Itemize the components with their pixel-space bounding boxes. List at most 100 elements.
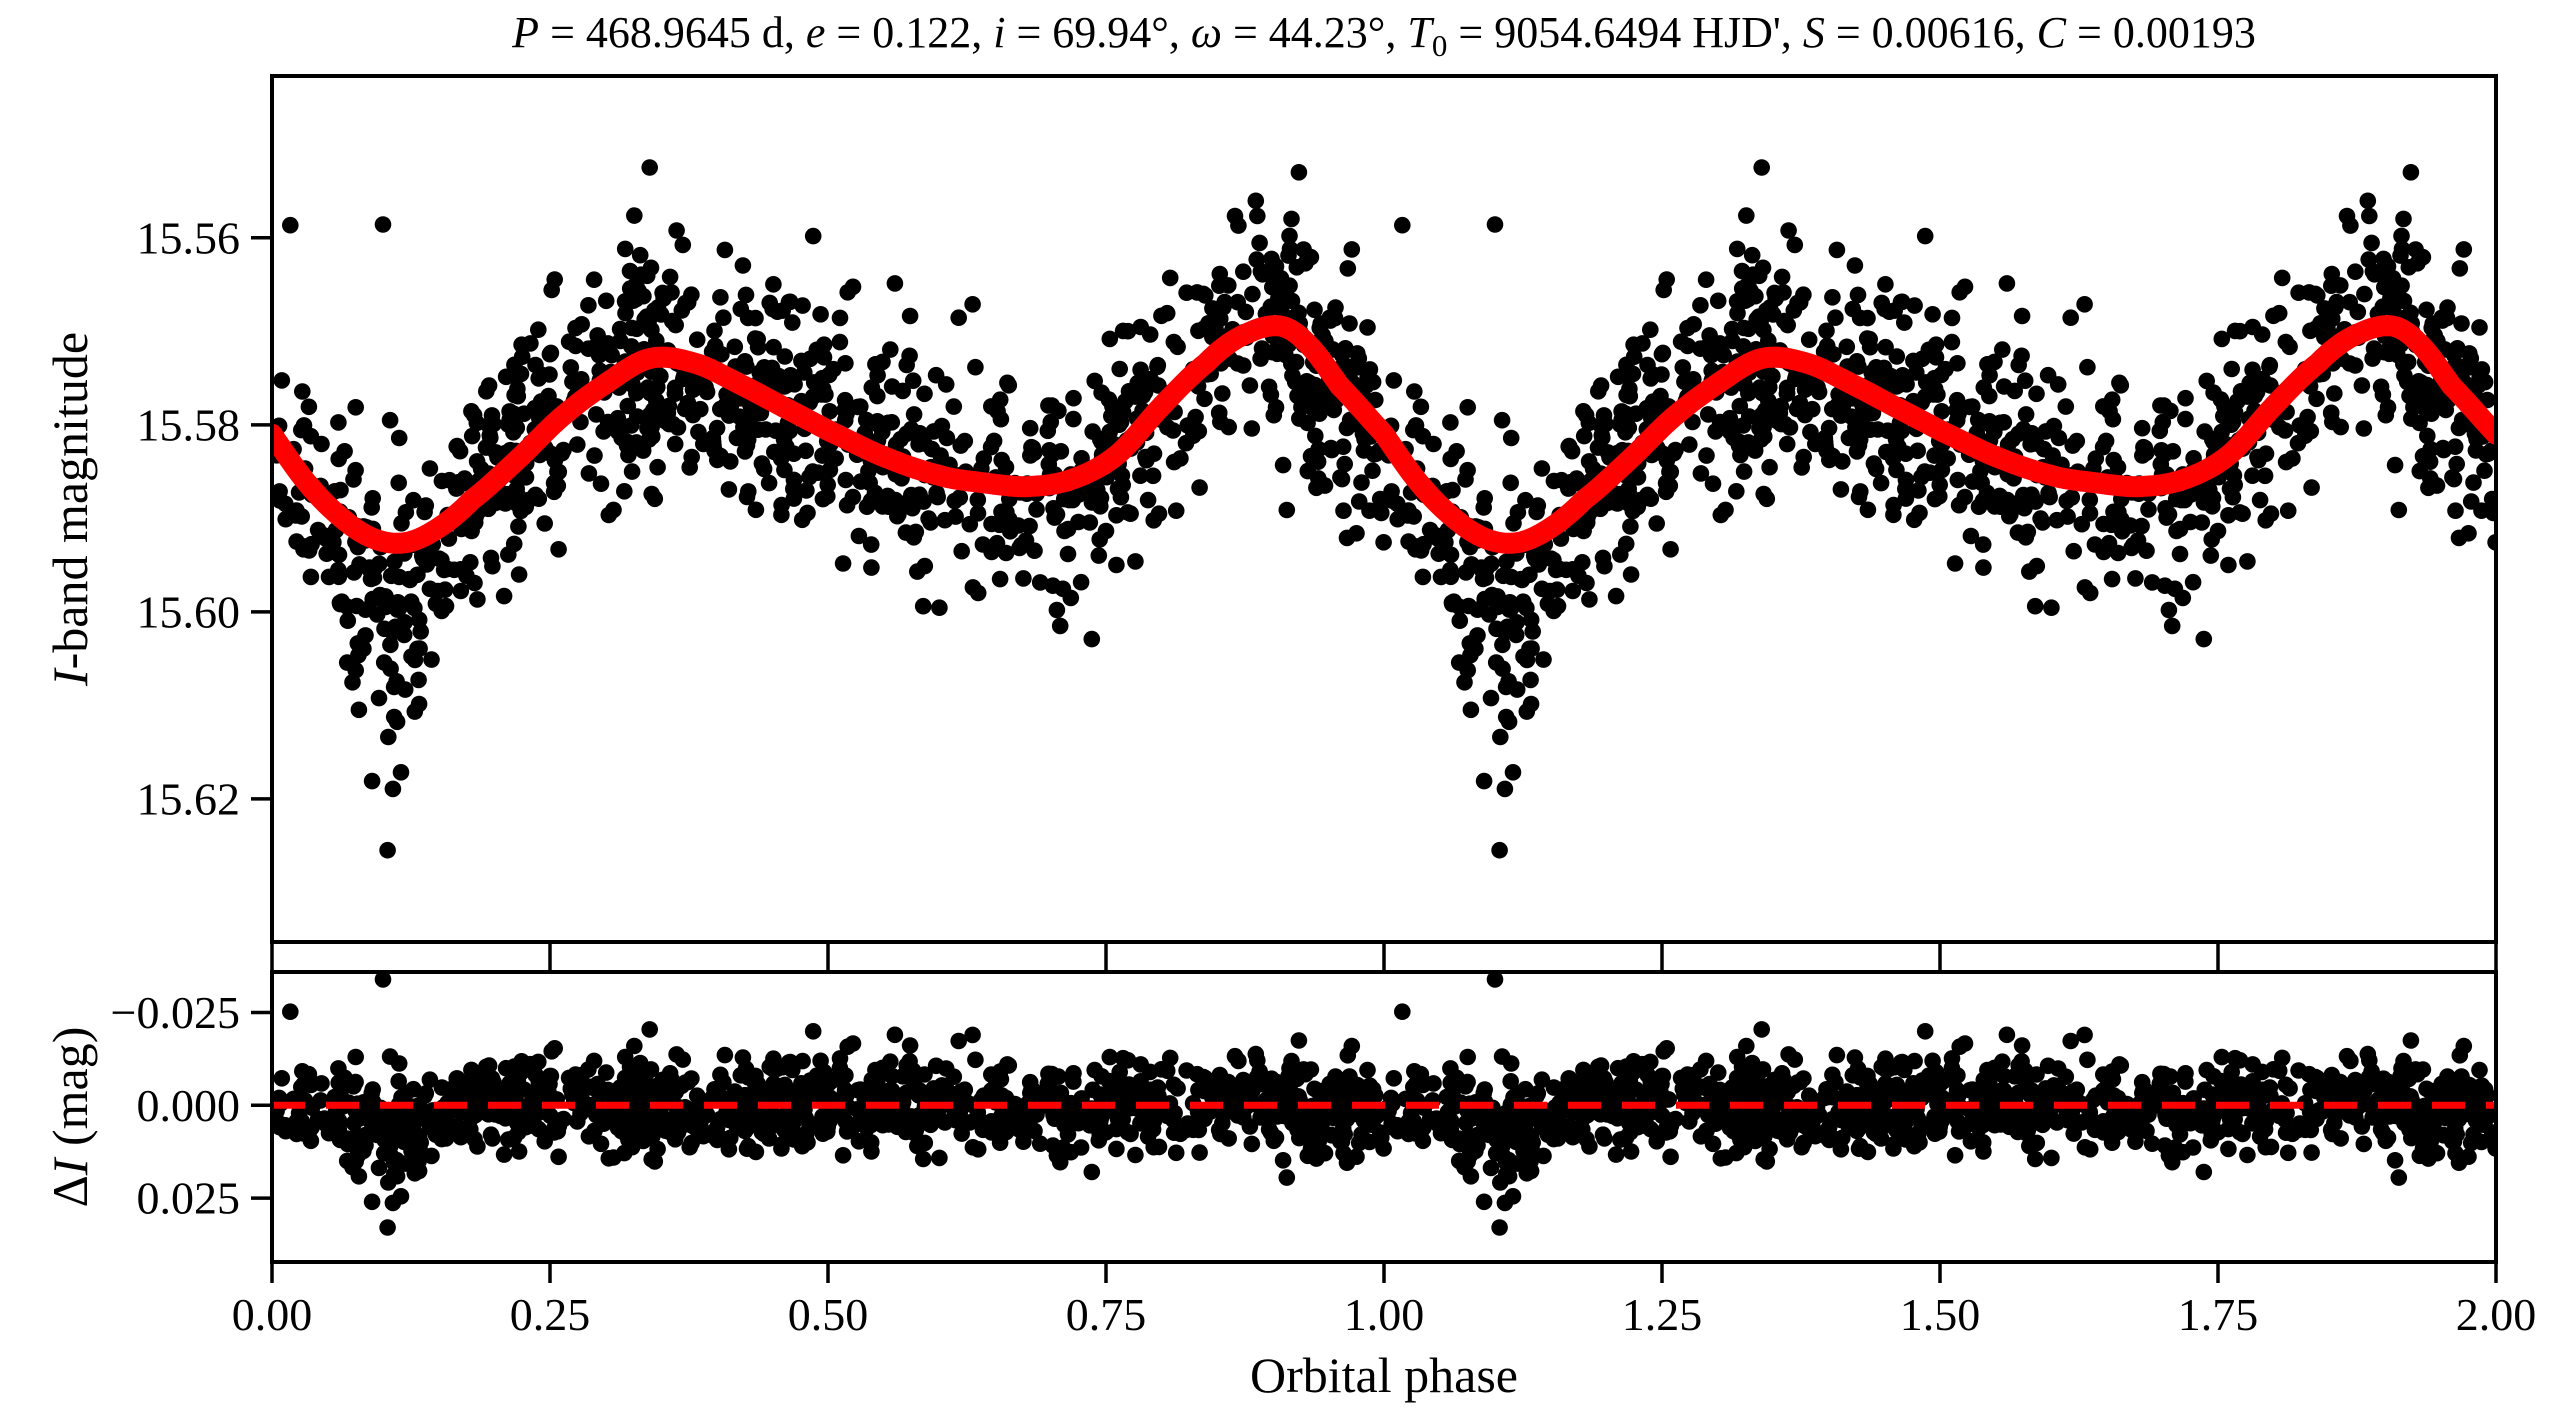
scatter-point: [465, 406, 483, 424]
scatter-point: [928, 484, 945, 502]
scatter-point: [1909, 1109, 1926, 1127]
scatter-point: [2277, 1124, 2295, 1141]
scatter-point: [330, 546, 348, 564]
scatter-point: [1371, 1105, 1389, 1122]
scatter-point: [798, 1125, 815, 1142]
scatter-point: [1459, 662, 1476, 679]
scatter-point: [1909, 442, 1926, 460]
scatter-point: [947, 1111, 964, 1129]
scatter-point: [1818, 322, 1835, 340]
scatter-point: [436, 581, 454, 598]
scatter-point: [798, 482, 815, 499]
scatter-point: [2110, 503, 2127, 521]
scatter-point: [1859, 501, 1877, 519]
scatter-point: [743, 408, 760, 425]
scatter-point: [302, 568, 320, 586]
scatter-point: [2059, 508, 2076, 525]
scatter-point: [2386, 290, 2404, 307]
scatter-point: [1685, 316, 1702, 333]
scatter-point: [974, 1121, 992, 1139]
scatter-point: [1926, 380, 1944, 398]
scatter-point: [1592, 417, 1610, 434]
scatter-point: [1709, 292, 1727, 310]
scatter-point: [698, 383, 716, 401]
scatter-point: [2104, 410, 2122, 428]
scatter-point: [1931, 488, 1948, 505]
scatter-point: [2379, 399, 2397, 416]
scatter-point: [2086, 1121, 2104, 1139]
scatter-point: [348, 1127, 366, 1144]
scatter-point: [1916, 227, 1934, 245]
scatter-point: [448, 1070, 466, 1087]
scatter-point: [778, 376, 795, 394]
scatter-point: [2311, 1101, 2328, 1119]
scatter-point: [580, 1128, 598, 1145]
scatter-point: [1122, 1125, 1139, 1143]
scatter-point: [405, 491, 422, 509]
scatter-point: [573, 371, 590, 388]
scatter-point: [1150, 1138, 1168, 1156]
scatter-point: [1758, 1153, 1776, 1170]
scatter-point: [850, 527, 868, 545]
scatter-point: [390, 474, 408, 492]
scatter-point: [688, 1087, 706, 1104]
scatter-point: [628, 320, 645, 338]
scatter-point: [2213, 330, 2231, 348]
scatter-point: [381, 411, 399, 429]
scatter-point: [1674, 1080, 1692, 1097]
scatter-point: [761, 294, 778, 312]
scatter-point: [2326, 385, 2343, 402]
scatter-point: [1755, 418, 1772, 436]
scatter-point: [1373, 504, 1390, 522]
scatter-point: [2386, 1152, 2404, 1169]
scatter-point: [2079, 1051, 2096, 1069]
scatter-point: [550, 541, 567, 558]
scatter-point: [886, 275, 904, 292]
scatter-point: [1949, 1067, 1966, 1084]
scatter-point: [2249, 448, 2266, 466]
scatter-point: [2418, 301, 2435, 319]
scatter-point: [947, 508, 964, 525]
scatter-point: [1385, 372, 1403, 389]
scatter-point: [439, 560, 456, 578]
scatter-point: [1848, 1086, 1866, 1104]
scatter-point: [382, 636, 399, 654]
scatter-point: [2325, 299, 2343, 317]
scatter-point: [781, 422, 798, 440]
scatter-point: [1504, 764, 1522, 781]
scatter-point: [384, 1132, 402, 1149]
scatter-point: [2438, 309, 2456, 327]
scatter-point: [698, 1106, 716, 1124]
scatter-point: [375, 654, 393, 671]
scatter-point: [1665, 1111, 1683, 1129]
scatter-point: [888, 496, 905, 514]
scatter-point: [1287, 353, 1305, 371]
scatter-point: [1084, 423, 1101, 440]
scatter-point: [1885, 1136, 1902, 1153]
scatter-point: [1230, 1052, 1247, 1070]
scatter-point: [1375, 534, 1392, 551]
scatter-point: [2251, 491, 2269, 509]
scatter-point: [2081, 505, 2099, 522]
scatter-point: [374, 216, 392, 233]
scatter-point: [1322, 439, 1340, 457]
scatter-point: [448, 437, 466, 455]
scatter-point: [1463, 1110, 1480, 1127]
scatter-point: [1834, 1107, 1852, 1124]
scatter-point: [1459, 399, 1476, 416]
scatter-point: [1779, 316, 1796, 334]
scatter-point: [1657, 1124, 1675, 1141]
scatter-point: [1243, 1135, 1261, 1153]
scatter-point: [347, 1153, 365, 1170]
scatter-point: [1489, 598, 1506, 616]
scatter-point: [1496, 1132, 1514, 1149]
scatter-point: [2325, 1080, 2343, 1098]
scatter-point: [2163, 1153, 2181, 1171]
scatter-point: [2411, 1147, 2429, 1165]
scatter-point: [2244, 318, 2261, 336]
scatter-point: [1514, 1121, 1532, 1138]
scatter-point: [2374, 386, 2392, 404]
scatter-point: [1051, 1153, 1069, 1171]
scatter-point: [1692, 1128, 1710, 1145]
scatter-point: [844, 278, 862, 296]
